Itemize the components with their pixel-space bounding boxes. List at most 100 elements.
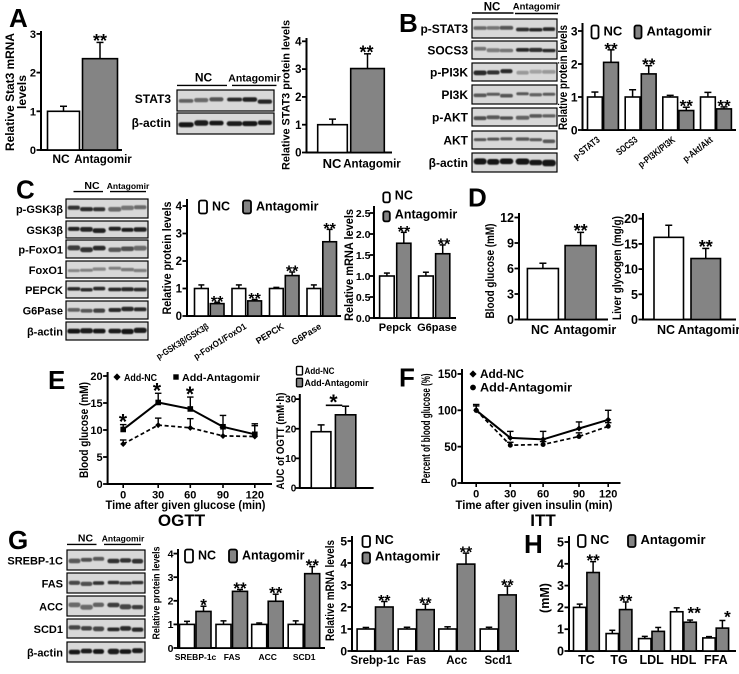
svg-text:0: 0 xyxy=(291,484,297,495)
svg-text:**: ** xyxy=(286,264,299,281)
svg-text:Antagomir: Antagomir xyxy=(102,534,145,544)
svg-text:**: ** xyxy=(438,236,451,253)
svg-text:β-actin: β-actin xyxy=(132,116,171,130)
svg-text:OGTT: OGTT xyxy=(158,511,206,530)
svg-text:10: 10 xyxy=(624,263,638,277)
svg-text:G6pase: G6pase xyxy=(417,322,457,334)
svg-text:Fas: Fas xyxy=(406,655,426,667)
svg-text:Relative protein levels: Relative protein levels xyxy=(558,25,570,130)
svg-text:STAT3: STAT3 xyxy=(135,92,172,106)
svg-text:5: 5 xyxy=(631,288,638,302)
svg-text:FAS: FAS xyxy=(42,579,63,591)
svg-text:Add-Antagomir: Add-Antagomir xyxy=(182,372,260,384)
svg-text:**: ** xyxy=(680,97,694,116)
svg-text:Antagomir: Antagomir xyxy=(228,73,281,85)
svg-text:3: 3 xyxy=(30,29,36,41)
svg-text:A: A xyxy=(9,3,28,33)
svg-text:Relative protein levels: Relative protein levels xyxy=(162,202,174,315)
svg-text:**: ** xyxy=(586,551,600,570)
svg-text:**: ** xyxy=(687,604,701,623)
svg-text:levels: levels xyxy=(17,75,29,109)
svg-text:Antagomir: Antagomir xyxy=(647,24,712,39)
svg-text:ACC: ACC xyxy=(39,602,63,614)
svg-text:1: 1 xyxy=(557,623,564,637)
svg-text:1.0: 1.0 xyxy=(356,271,371,283)
svg-text:5: 5 xyxy=(557,536,564,550)
svg-text:Relative STAT3 protein levels: Relative STAT3 protein levels xyxy=(281,20,293,170)
svg-text:F: F xyxy=(399,363,415,393)
svg-text:PI3K: PI3K xyxy=(441,88,468,102)
svg-text:G: G xyxy=(8,525,28,555)
svg-text:Add-Antagomir: Add-Antagomir xyxy=(305,378,369,388)
svg-text:NC: NC xyxy=(323,156,342,171)
svg-text:2: 2 xyxy=(176,256,182,268)
svg-text:*: * xyxy=(724,607,731,626)
svg-text:*: * xyxy=(329,391,338,414)
svg-text:5: 5 xyxy=(340,534,347,548)
svg-text:2: 2 xyxy=(30,68,36,80)
svg-text:p-STAT3: p-STAT3 xyxy=(420,22,468,36)
svg-text:0: 0 xyxy=(176,311,182,323)
svg-text:Scd1: Scd1 xyxy=(484,655,512,667)
svg-text:β-actin: β-actin xyxy=(27,648,63,660)
svg-text:0: 0 xyxy=(120,490,126,502)
svg-text:2.0: 2.0 xyxy=(356,229,371,241)
svg-text:TC: TC xyxy=(578,653,595,667)
svg-text:0: 0 xyxy=(571,123,578,137)
svg-text:**: ** xyxy=(604,39,618,58)
svg-text:SCD1: SCD1 xyxy=(293,652,316,662)
svg-text:Add-NC: Add-NC xyxy=(480,369,524,381)
svg-text:2: 2 xyxy=(295,92,301,104)
svg-text:1: 1 xyxy=(571,90,578,104)
svg-text:12: 12 xyxy=(500,211,514,225)
svg-text:20: 20 xyxy=(90,371,102,383)
svg-text:**: ** xyxy=(359,42,373,62)
svg-text:**: ** xyxy=(699,237,713,257)
svg-text:Add-Antagomir: Add-Antagomir xyxy=(480,383,573,395)
svg-text:Antagomir: Antagomir xyxy=(375,549,440,564)
svg-text:20: 20 xyxy=(285,424,297,435)
svg-text:4: 4 xyxy=(557,557,564,571)
svg-text:GSK3β: GSK3β xyxy=(26,225,63,237)
svg-text:30: 30 xyxy=(504,489,516,501)
svg-text:Antagomir: Antagomir xyxy=(641,532,706,547)
svg-text:Relative Stat3 mRNA: Relative Stat3 mRNA xyxy=(5,33,17,151)
svg-text:NC: NC xyxy=(52,152,70,166)
svg-text:NC: NC xyxy=(84,180,100,192)
svg-text:**: ** xyxy=(619,591,633,610)
svg-text:0: 0 xyxy=(295,148,301,160)
svg-text:0: 0 xyxy=(340,644,347,658)
svg-text:Antagomir: Antagomir xyxy=(513,2,561,13)
svg-text:150: 150 xyxy=(438,369,457,381)
svg-text:1: 1 xyxy=(295,120,302,132)
svg-text:120: 120 xyxy=(599,489,617,501)
svg-text:**: ** xyxy=(323,221,336,238)
svg-text:4: 4 xyxy=(168,548,174,560)
svg-text:*: * xyxy=(153,379,162,402)
svg-text:TG: TG xyxy=(610,653,627,667)
svg-text:β-actin: β-actin xyxy=(27,327,63,339)
svg-text:NC: NC xyxy=(395,188,413,202)
svg-text:C: C xyxy=(16,175,35,205)
svg-text:0: 0 xyxy=(96,479,102,491)
svg-text:**: ** xyxy=(460,545,473,562)
svg-text:*: * xyxy=(119,411,128,434)
svg-text:B: B xyxy=(399,8,418,38)
svg-text:G6Pase: G6Pase xyxy=(23,306,63,318)
svg-text:**: ** xyxy=(642,55,656,74)
svg-text:E: E xyxy=(48,365,65,395)
svg-text:20: 20 xyxy=(624,212,638,226)
svg-text:9: 9 xyxy=(507,237,514,251)
svg-text:SREBP-1c: SREBP-1c xyxy=(175,652,217,662)
svg-text:4: 4 xyxy=(295,36,302,48)
svg-text:NC: NC xyxy=(484,2,501,14)
svg-text:4: 4 xyxy=(340,556,347,570)
svg-text:ITT: ITT xyxy=(530,511,556,530)
svg-text:**: ** xyxy=(306,556,320,575)
svg-text:1.5: 1.5 xyxy=(356,250,371,262)
svg-text:90: 90 xyxy=(573,489,585,501)
svg-text:1: 1 xyxy=(168,619,174,631)
svg-text:HDL: HDL xyxy=(671,653,697,667)
svg-text:NC: NC xyxy=(591,532,610,547)
svg-text:Antagomir: Antagomir xyxy=(107,181,150,191)
